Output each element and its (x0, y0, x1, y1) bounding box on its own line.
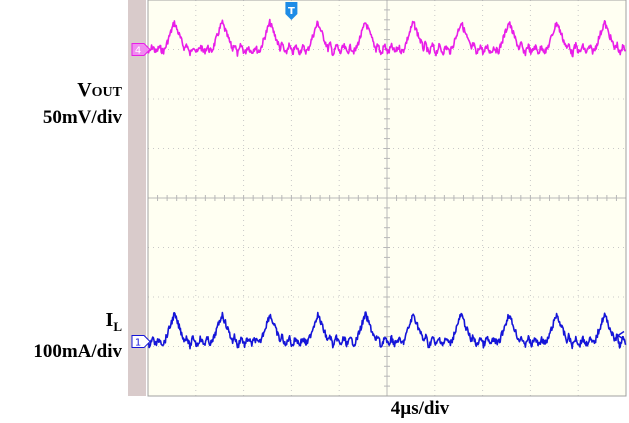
vout-scale: 50mV/div (42, 107, 122, 128)
trigger-marker-label: T (288, 6, 295, 17)
vout-channel-label: VOUT 50mV/div (0, 78, 122, 131)
trace-channel-1 (147, 311, 627, 350)
channel-4-marker-label: 4 (135, 46, 141, 57)
trace-channel-4 (147, 18, 627, 58)
il-name: IL (105, 309, 122, 334)
channel-4-marker-shape (131, 43, 151, 56)
il-channel-label: IL 100mA/div (0, 308, 122, 365)
vout-name: VOUT (77, 79, 122, 101)
channel-markers: 4 1 T (131, 2, 625, 349)
timebase-label: 4µs/div (390, 398, 450, 419)
channel-1-marker-shape (131, 335, 151, 349)
left-sidebar-strip (128, 0, 146, 396)
channel-1-marker-label: 1 (135, 338, 141, 349)
trigger-level-arrow (616, 330, 625, 341)
graticule (147, 0, 627, 397)
il-scale: 100mA/div (33, 341, 122, 362)
trigger-marker-shape (285, 2, 298, 20)
waveform-traces (147, 18, 627, 350)
grid-border (147, 0, 627, 397)
